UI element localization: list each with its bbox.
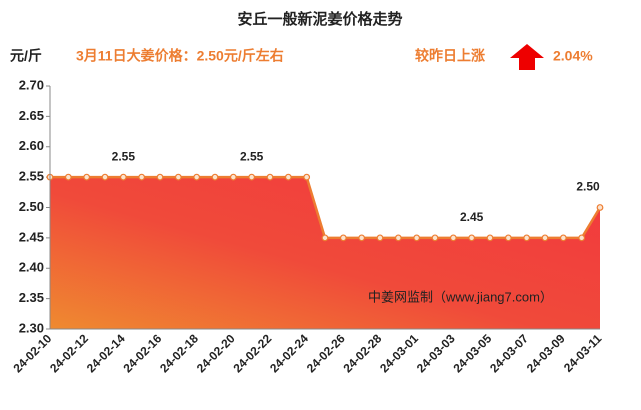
data-label: 2.55 (240, 149, 264, 163)
point (394, 234, 402, 242)
point (376, 234, 384, 242)
change-label: 较昨日上涨 (415, 48, 485, 64)
point (559, 234, 567, 242)
point (119, 173, 127, 181)
point (193, 173, 201, 181)
point (358, 234, 366, 242)
point (578, 234, 586, 242)
data-label: 2.45 (460, 210, 484, 224)
point (339, 234, 347, 242)
y-tick-label: 2.45 (19, 229, 44, 244)
unit-label: 元/斤 (10, 48, 42, 64)
point (284, 173, 292, 181)
area (50, 177, 600, 329)
x-tick-label: 24-03-09 (524, 331, 568, 375)
chart-title: 安丘一般新泥姜价格走势 (237, 10, 402, 28)
x-tick-label: 24-02-18 (157, 331, 201, 375)
x-tick-label: 24-02-14 (84, 331, 128, 375)
y-tick-label: 2.50 (19, 199, 44, 214)
point (83, 173, 91, 181)
x-tick-label: 24-02-12 (47, 331, 91, 375)
point (321, 234, 329, 242)
point (541, 234, 549, 242)
x-tick-label: 24-03-07 (487, 331, 531, 375)
x-tick-label: 24-02-20 (194, 331, 238, 375)
x-tick-label: 24-03-01 (377, 331, 421, 375)
point (266, 173, 274, 181)
y-tick-label: 2.55 (19, 169, 44, 184)
x-tick-label: 24-02-22 (230, 331, 274, 375)
data-label: 2.55 (112, 149, 136, 163)
point (431, 234, 439, 242)
x-tick-label: 24-02-26 (304, 331, 348, 375)
x-tick-label: 24-02-16 (120, 331, 164, 375)
change-value: 2.04% (553, 48, 593, 64)
y-tick-label: 2.40 (19, 260, 44, 275)
y-tick-label: 2.30 (19, 320, 44, 335)
y-tick-label: 2.70 (19, 77, 44, 92)
point (138, 173, 146, 181)
point (523, 234, 531, 242)
data-label: 2.50 (576, 180, 600, 194)
point (504, 234, 512, 242)
x-tick-label: 24-02-24 (267, 331, 311, 375)
y-tick-label: 2.35 (19, 290, 44, 305)
point (303, 173, 311, 181)
subtitle: 3月11日大姜价格：2.50元/斤左右 (76, 48, 284, 64)
point (486, 234, 494, 242)
y-tick-label: 2.60 (19, 138, 44, 153)
point (64, 173, 72, 181)
point (413, 234, 421, 242)
y-tick-label: 2.65 (19, 108, 44, 123)
point (468, 234, 476, 242)
point (101, 173, 109, 181)
point (229, 173, 237, 181)
point (449, 234, 457, 242)
x-tick-label: 24-03-11 (561, 331, 605, 375)
watermark: 中姜网监制（www.jiang7.com） (368, 289, 553, 304)
x-tick-label: 24-02-10 (10, 331, 54, 375)
point (248, 173, 256, 181)
point (211, 173, 219, 181)
point (174, 173, 182, 181)
point (156, 173, 164, 181)
point (596, 204, 604, 211)
x-tick-label: 24-03-05 (450, 331, 494, 375)
up-arrow (510, 44, 544, 70)
x-tick-label: 24-03-03 (414, 331, 458, 375)
x-tick-label: 24-02-28 (340, 331, 384, 375)
